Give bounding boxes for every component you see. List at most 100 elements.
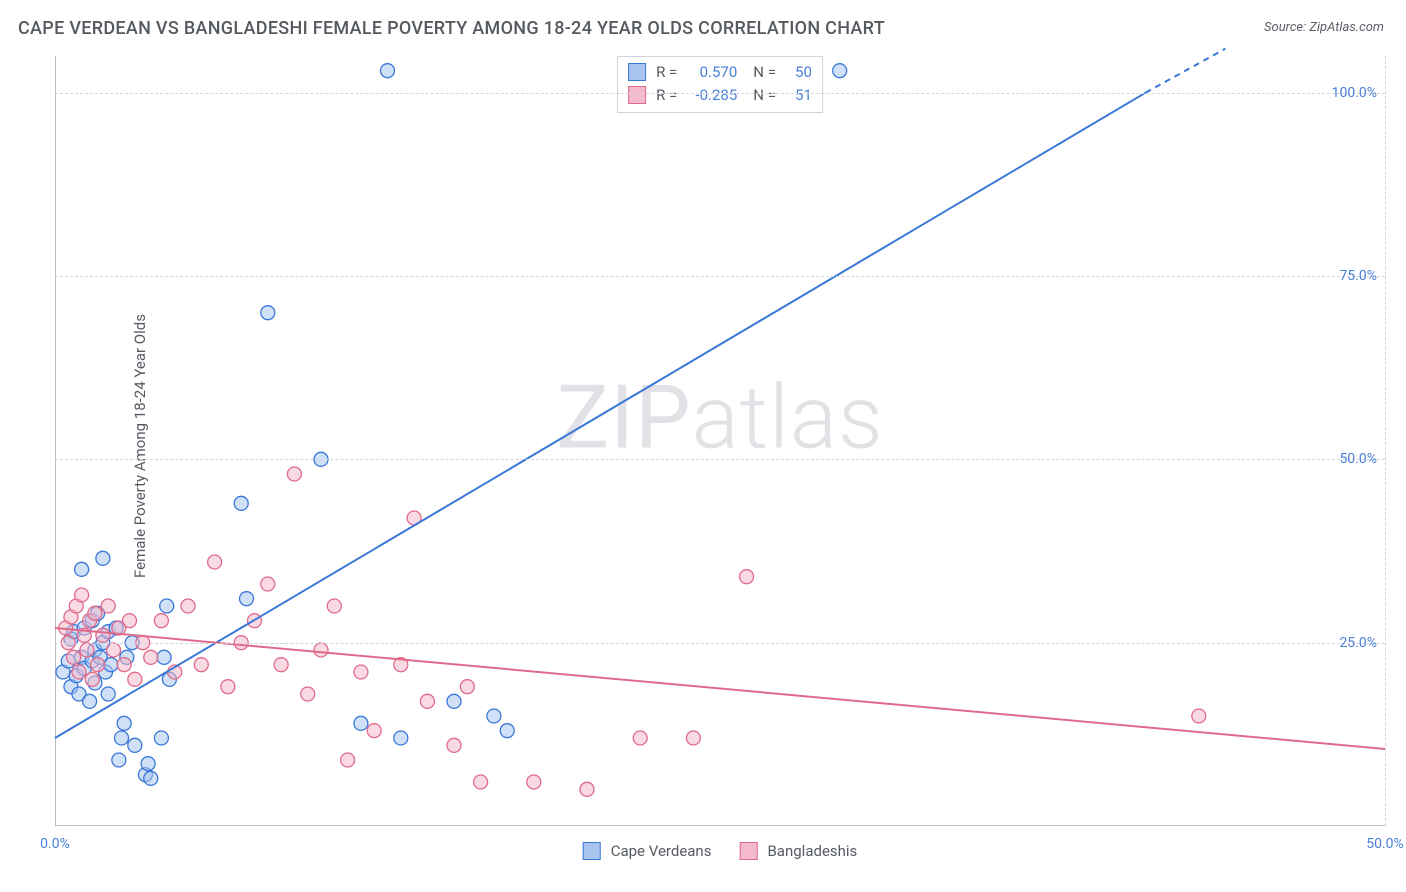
legend-swatch-0 bbox=[583, 842, 601, 860]
data-point bbox=[80, 643, 94, 657]
data-point bbox=[194, 658, 208, 672]
data-point bbox=[221, 680, 235, 694]
legend-item-0: Cape Verdeans bbox=[583, 842, 712, 860]
data-point bbox=[91, 658, 105, 672]
n-label: N = bbox=[753, 61, 776, 84]
data-point bbox=[107, 643, 121, 657]
regression-line bbox=[55, 93, 1146, 738]
gridline-h bbox=[55, 93, 1385, 94]
source-attribution: Source: ZipAtlas.com bbox=[1264, 20, 1384, 35]
data-point bbox=[633, 731, 647, 745]
data-point bbox=[354, 716, 368, 730]
data-point bbox=[686, 731, 700, 745]
data-point bbox=[96, 628, 110, 642]
legend-swatch-1 bbox=[739, 842, 757, 860]
stats-row-series-1: R = -0.285 N = 51 bbox=[628, 84, 812, 107]
y-tick-label: 50.0% bbox=[1339, 451, 1377, 467]
data-point bbox=[160, 599, 174, 613]
stats-row-series-0: R = 0.570 N = 50 bbox=[628, 61, 812, 84]
data-point bbox=[112, 753, 126, 767]
data-point bbox=[101, 599, 115, 613]
r-label: R = bbox=[656, 61, 677, 84]
gridline-v bbox=[1385, 56, 1386, 826]
data-point bbox=[144, 650, 158, 664]
r-value-0: 0.570 bbox=[685, 61, 745, 84]
legend-label-0: Cape Verdeans bbox=[611, 842, 712, 860]
data-point bbox=[341, 753, 355, 767]
data-point bbox=[208, 555, 222, 569]
data-point bbox=[85, 672, 99, 686]
data-point bbox=[117, 716, 131, 730]
data-point bbox=[367, 724, 381, 738]
x-tick-label: 0.0% bbox=[40, 836, 70, 852]
gridline-h bbox=[55, 276, 1385, 277]
data-point bbox=[83, 694, 97, 708]
data-point bbox=[381, 64, 395, 78]
data-point bbox=[274, 658, 288, 672]
data-point bbox=[740, 570, 754, 584]
data-point bbox=[154, 614, 168, 628]
plot-area: ZIPatlas R = 0.570 N = 50 R = -0.285 N =… bbox=[55, 56, 1385, 826]
r-label: R = bbox=[656, 84, 677, 107]
data-point bbox=[314, 643, 328, 657]
data-point bbox=[261, 577, 275, 591]
swatch-series-0 bbox=[628, 63, 646, 81]
data-point bbox=[527, 775, 541, 789]
data-point bbox=[833, 64, 847, 78]
data-point bbox=[101, 687, 115, 701]
gridline-h bbox=[55, 459, 1385, 460]
data-point bbox=[1192, 709, 1206, 723]
data-point bbox=[500, 724, 514, 738]
x-tick-label: 50.0% bbox=[1366, 836, 1404, 852]
regression-line-extrapolated bbox=[1146, 49, 1226, 93]
data-point bbox=[128, 672, 142, 686]
data-point bbox=[72, 665, 86, 679]
data-point bbox=[157, 650, 171, 664]
y-tick-label: 25.0% bbox=[1339, 635, 1377, 651]
data-point bbox=[67, 650, 81, 664]
data-point bbox=[117, 658, 131, 672]
n-value-1: 51 bbox=[784, 84, 812, 107]
y-tick-label: 75.0% bbox=[1339, 268, 1377, 284]
legend-item-1: Bangladeshis bbox=[739, 842, 857, 860]
series-legend: Cape Verdeans Bangladeshis bbox=[583, 842, 858, 860]
data-point bbox=[75, 588, 89, 602]
data-point bbox=[287, 467, 301, 481]
data-point bbox=[115, 731, 129, 745]
data-point bbox=[240, 592, 254, 606]
data-point bbox=[420, 694, 434, 708]
data-point bbox=[447, 694, 461, 708]
r-value-1: -0.285 bbox=[685, 84, 745, 107]
data-point bbox=[447, 738, 461, 752]
swatch-series-1 bbox=[628, 86, 646, 104]
data-point bbox=[394, 731, 408, 745]
data-point bbox=[122, 614, 136, 628]
data-point bbox=[181, 599, 195, 613]
data-point bbox=[104, 658, 118, 672]
data-point bbox=[261, 306, 275, 320]
regression-line bbox=[55, 628, 1385, 749]
data-point bbox=[128, 738, 142, 752]
chart-title: CAPE VERDEAN VS BANGLADESHI FEMALE POVER… bbox=[18, 18, 885, 39]
data-point bbox=[144, 771, 158, 785]
n-label: N = bbox=[753, 84, 776, 107]
data-point bbox=[234, 496, 248, 510]
plot-svg bbox=[55, 56, 1385, 826]
data-point bbox=[474, 775, 488, 789]
gridline-h bbox=[55, 643, 1385, 644]
y-tick-label: 100.0% bbox=[1332, 85, 1377, 101]
data-point bbox=[580, 782, 594, 796]
data-point bbox=[487, 709, 501, 723]
data-point bbox=[141, 757, 155, 771]
data-point bbox=[75, 562, 89, 576]
data-point bbox=[96, 551, 110, 565]
stats-legend: R = 0.570 N = 50 R = -0.285 N = 51 bbox=[617, 56, 823, 113]
data-point bbox=[301, 687, 315, 701]
n-value-0: 50 bbox=[784, 61, 812, 84]
data-point bbox=[460, 680, 474, 694]
data-point bbox=[327, 599, 341, 613]
legend-label-1: Bangladeshis bbox=[767, 842, 857, 860]
data-point bbox=[154, 731, 168, 745]
data-point bbox=[354, 665, 368, 679]
data-point bbox=[88, 606, 102, 620]
